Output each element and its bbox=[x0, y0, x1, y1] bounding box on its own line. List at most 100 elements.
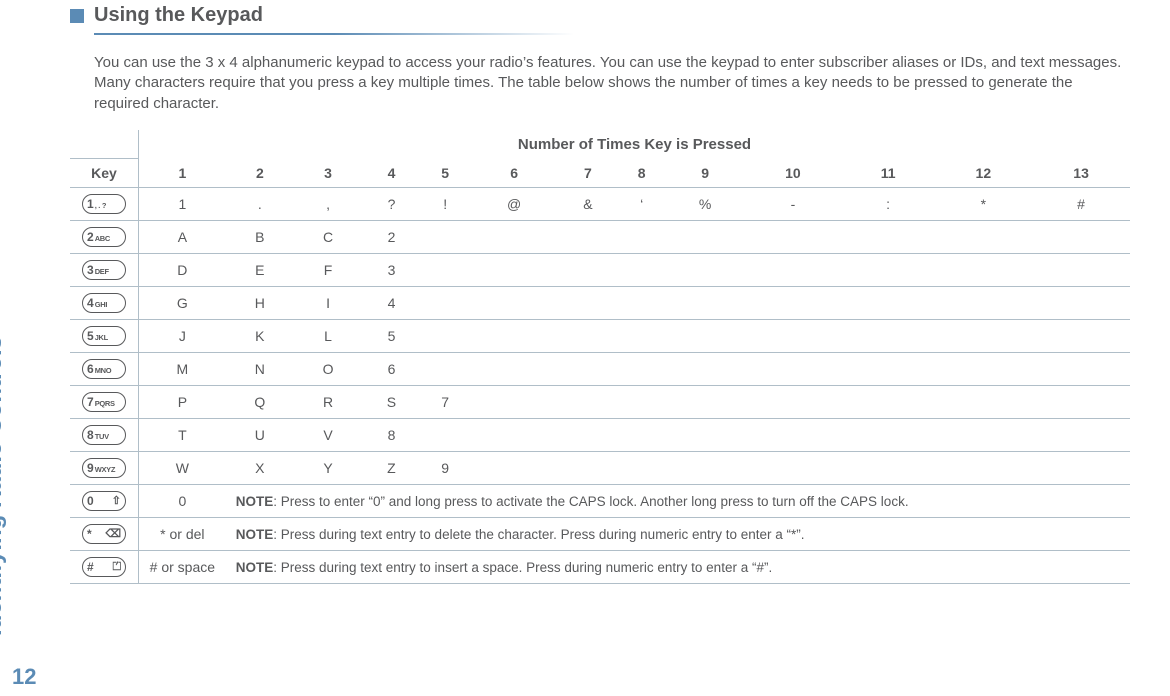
key-cell: 2ABC bbox=[70, 221, 139, 254]
character-cell: M bbox=[139, 353, 226, 386]
key-note: NOTE: Press to enter “0” and long press … bbox=[226, 485, 1130, 518]
character-cell: K bbox=[226, 320, 294, 353]
character-cell bbox=[666, 254, 744, 287]
key-cell: 3DEF bbox=[70, 254, 139, 287]
character-cell bbox=[559, 287, 618, 320]
character-cell: A bbox=[139, 221, 226, 254]
character-cell bbox=[617, 320, 666, 353]
page-number: 12 bbox=[12, 664, 36, 690]
character-cell: X bbox=[226, 452, 294, 485]
table-column-header: 2 bbox=[226, 159, 294, 188]
character-cell bbox=[935, 419, 1033, 452]
key-main-label: 2 bbox=[87, 230, 94, 244]
character-cell bbox=[421, 254, 470, 287]
character-cell bbox=[666, 419, 744, 452]
key-cell: 8TUV bbox=[70, 419, 139, 452]
keypad-key-icon: #⏍ bbox=[82, 557, 126, 577]
key-symbol-icon: ⏍ bbox=[113, 558, 121, 576]
character-cell: L bbox=[294, 320, 362, 353]
character-cell bbox=[666, 287, 744, 320]
table-column-header: 11 bbox=[842, 159, 935, 188]
table-key-column-header: Key bbox=[70, 159, 139, 188]
key-main-label: 4 bbox=[87, 296, 94, 310]
character-cell bbox=[421, 320, 470, 353]
character-cell: @ bbox=[470, 188, 559, 221]
character-cell bbox=[421, 221, 470, 254]
keypad-key-icon: 1, . ? bbox=[82, 194, 126, 214]
character-cell bbox=[470, 419, 559, 452]
character-cell bbox=[935, 254, 1033, 287]
character-cell bbox=[1032, 221, 1130, 254]
character-cell bbox=[559, 221, 618, 254]
character-cell: 4 bbox=[362, 287, 421, 320]
character-cell bbox=[617, 221, 666, 254]
character-cell bbox=[1032, 419, 1130, 452]
key-sub-label: JKL bbox=[95, 333, 108, 342]
note-bold-label: NOTE bbox=[236, 527, 274, 542]
character-cell: W bbox=[139, 452, 226, 485]
key-symbol-icon: ⇧ bbox=[112, 492, 121, 510]
character-cell bbox=[470, 254, 559, 287]
character-cell: & bbox=[559, 188, 618, 221]
character-cell: V bbox=[294, 419, 362, 452]
character-cell bbox=[1032, 452, 1130, 485]
key-main-label: 9 bbox=[87, 461, 94, 475]
character-cell: 0 bbox=[139, 485, 226, 518]
character-cell: 9 bbox=[421, 452, 470, 485]
key-cell: 9WXYZ bbox=[70, 452, 139, 485]
character-cell bbox=[559, 452, 618, 485]
key-sub-label: TUV bbox=[95, 432, 109, 441]
character-cell: U bbox=[226, 419, 294, 452]
character-cell bbox=[842, 419, 935, 452]
character-cell: 7 bbox=[421, 386, 470, 419]
table-row: 3DEFDEF 3 bbox=[70, 254, 1130, 287]
key-main-label: 0 bbox=[87, 494, 94, 508]
character-cell bbox=[421, 287, 470, 320]
table-column-header: 9 bbox=[666, 159, 744, 188]
character-cell bbox=[559, 353, 618, 386]
table-row: *⌫* or delNOTE: Press during text entry … bbox=[70, 518, 1130, 551]
character-cell bbox=[470, 221, 559, 254]
character-cell: * bbox=[935, 188, 1033, 221]
key-sub-label: DEF bbox=[95, 267, 109, 276]
character-cell bbox=[617, 254, 666, 287]
character-cell bbox=[1032, 386, 1130, 419]
key-main-label: 1 bbox=[87, 197, 94, 211]
keypad-key-icon: 9WXYZ bbox=[82, 458, 126, 478]
character-cell bbox=[935, 221, 1033, 254]
character-cell bbox=[935, 320, 1033, 353]
character-cell: # or space bbox=[139, 551, 226, 584]
character-cell: I bbox=[294, 287, 362, 320]
character-cell bbox=[617, 353, 666, 386]
character-cell: 1 bbox=[139, 188, 226, 221]
table-row: 1, . ?1.,?!@&‘%-:*# bbox=[70, 188, 1130, 221]
character-cell: B bbox=[226, 221, 294, 254]
key-main-label: 5 bbox=[87, 329, 94, 343]
character-cell bbox=[842, 452, 935, 485]
character-cell: J bbox=[139, 320, 226, 353]
character-cell bbox=[935, 452, 1033, 485]
character-cell bbox=[744, 419, 842, 452]
character-cell: N bbox=[226, 353, 294, 386]
key-cell: #⏍ bbox=[70, 551, 139, 584]
character-cell bbox=[421, 419, 470, 452]
character-cell bbox=[1032, 320, 1130, 353]
key-sub-label: WXYZ bbox=[95, 465, 115, 474]
key-sub-label: MNO bbox=[95, 366, 112, 375]
character-cell bbox=[617, 386, 666, 419]
character-cell: Q bbox=[226, 386, 294, 419]
character-cell bbox=[744, 287, 842, 320]
key-sub-label: , . ? bbox=[95, 201, 106, 210]
character-cell: 3 bbox=[362, 254, 421, 287]
character-cell: G bbox=[139, 287, 226, 320]
character-cell bbox=[559, 254, 618, 287]
table-column-header: 4 bbox=[362, 159, 421, 188]
keypad-key-icon: 4GHI bbox=[82, 293, 126, 313]
table-column-header: 13 bbox=[1032, 159, 1130, 188]
character-cell bbox=[617, 452, 666, 485]
key-sub-label: PQRS bbox=[95, 399, 115, 408]
key-main-label: 8 bbox=[87, 428, 94, 442]
character-cell bbox=[666, 353, 744, 386]
character-cell bbox=[617, 419, 666, 452]
table-column-header: 12 bbox=[935, 159, 1033, 188]
